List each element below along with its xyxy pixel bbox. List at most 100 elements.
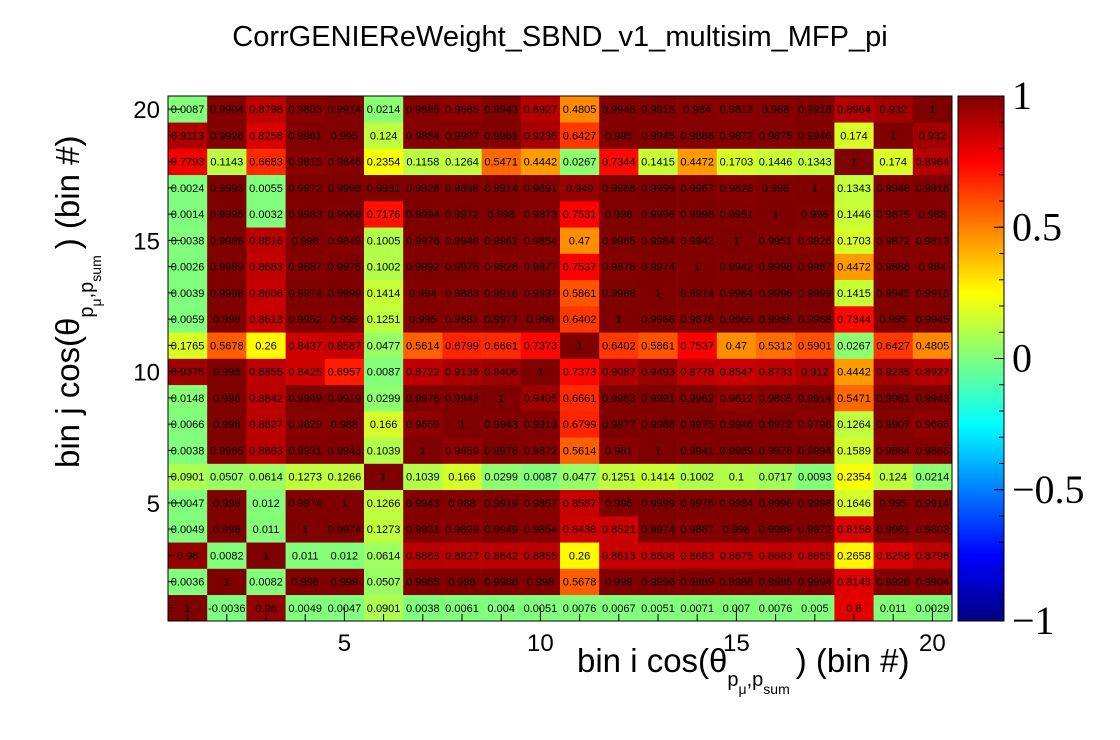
heatmap-cell [795,463,835,491]
cell-value-label: 0.5861 [563,288,597,300]
cell-value-label: 1 [577,340,583,352]
heatmap-cell [873,332,914,359]
cell-value-label: 0.9976 [759,445,793,457]
cell-value-label: 0.9996 [759,498,793,510]
heatmap-cell [912,253,953,281]
heatmap-cell [873,306,914,333]
cell-value-label: 0.0076 [563,603,597,615]
heatmap-cell [520,489,561,517]
heatmap-cell [324,516,365,543]
heatmap-cell [324,279,365,307]
cell-value-label: 0.5901 [798,340,832,352]
heatmap-cell [520,568,561,596]
cell-value-label: 0.9946 [876,183,910,195]
heatmap-cell [560,148,600,176]
cell-value-label: 0.9886 [680,130,714,142]
heatmap-cell [795,174,835,202]
heatmap-cell [560,516,600,543]
heatmap-cell [638,542,678,569]
x-axis-label-sub-mu: μ [739,681,747,697]
cell-value-label: 0.0614 [249,472,283,484]
cell-value-label: 0.0024 [171,183,205,195]
cell-value-label: 0.9975 [445,262,479,274]
cell-value-label: 0.1264 [837,419,871,431]
cell-value-label: 0.6427 [876,340,910,352]
cell-value-label: 0.8258 [249,130,283,142]
heatmap-cell [677,122,718,149]
cell-value-label: 0.8675 [720,550,754,562]
cell-value-label: 0.1158 [406,157,439,169]
heatmap-cell [364,437,404,464]
heatmap-cell [520,411,561,438]
heatmap-cell [716,542,757,569]
heatmap-cell [285,568,326,596]
heatmap-cell [834,227,874,254]
heatmap-cell [207,253,247,281]
heatmap-cell [599,489,639,517]
cell-value-label: 0.96 [255,603,276,615]
heatmap-cell [481,253,522,281]
cell-value-label: 0.9994 [406,209,440,221]
heatmap-cell [442,148,482,176]
chart-title: CorrGENIEReWeight_SBND_v1_multisim_MFP_p… [232,21,887,53]
heatmap-cell [481,358,522,386]
cell-value-label: 1 [224,577,230,589]
cell-value-label: 0.0026 [171,262,205,274]
cell-value-label: 0.9872 [876,235,910,247]
heatmap-cell [834,489,874,517]
cell-value-label: 0.1414 [641,472,675,484]
heatmap-cell [481,96,522,123]
heatmap-cell [599,358,639,386]
heatmap-cell [638,437,678,464]
heatmap-cell [560,174,600,202]
heatmap-cell [285,516,326,543]
svg-text:bin j cos(θpμ,psum) (bin #): bin j cos(θpμ,psum) (bin #) [49,136,104,468]
heatmap-cell [677,463,718,491]
cell-value-label: 0.7344 [602,157,636,169]
heatmap-cell [285,253,326,281]
heatmap-cell [442,516,482,543]
heatmap-cell [756,332,796,359]
cell-value-label: 0.8855 [249,367,283,379]
cell-value-label: 0.6661 [563,393,597,405]
heatmap-cell [795,279,835,307]
heatmap-cell [442,96,482,123]
cell-value-label: 0.999 [605,577,633,589]
cell-value-label: 0.9993 [210,183,244,195]
heatmap-cell [364,122,404,149]
cell-value-label: 0.9952 [288,314,322,326]
cell-value-label: 0.9984 [720,288,754,300]
cell-value-label: 0.9659 [445,445,479,457]
cell-value-label: 0.1273 [367,524,401,536]
heatmap-cell [599,306,639,333]
cell-value-label: 0.9914 [484,183,518,195]
cell-value-label: 0.9965 [720,314,754,326]
cell-value-label: 0.9849 [328,235,362,247]
cell-value-label: 0.8778 [680,367,714,379]
cell-value-label: 0.0082 [249,577,283,589]
heatmap-cell [481,463,522,491]
heatmap-cell [246,411,286,438]
cell-value-label: 0.1343 [798,157,832,169]
heatmap-cell [520,96,561,123]
colorbar-tick-label: 1 [1012,73,1032,118]
heatmap-cell [756,148,796,176]
cell-value-label: 0.0507 [210,472,244,484]
heatmap-cell [599,227,639,254]
cell-value-label: 0.9826 [484,262,518,274]
heatmap-cell [599,437,639,464]
cell-value-label: 0.9877 [524,262,558,274]
cell-value-label: 1 [185,603,191,615]
cell-value-label: 0.9945 [916,314,950,326]
cell-value-label: 0.0299 [367,393,401,405]
cell-value-label: 0.0901 [171,472,205,484]
cell-value-label: 0.9943 [484,419,518,431]
cell-value-label: 0.9943 [484,104,518,116]
cell-value-label: 0.9872 [524,445,558,457]
cell-value-label: 0.9943 [406,498,440,510]
heatmap-cell [795,332,835,359]
cell-value-label: 0.4805 [916,340,950,352]
cell-value-label: 0.998 [291,235,319,247]
cell-value-label: 1 [655,445,661,457]
y-axis-label: bin j cos(θpμ,psum) (bin #) [49,136,104,468]
